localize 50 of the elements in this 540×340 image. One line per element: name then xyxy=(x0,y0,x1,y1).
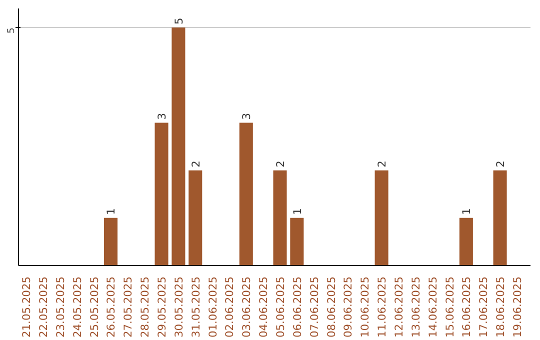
x-tick-label: 06.06.2025 xyxy=(290,276,304,338)
bar xyxy=(188,170,202,266)
bar xyxy=(273,170,287,266)
x-tick-label: 30.05.2025 xyxy=(172,276,186,338)
data-label: 2 xyxy=(189,160,202,168)
data-label: 1 xyxy=(290,208,304,215)
x-tick-label: 10.06.2025 xyxy=(358,276,372,338)
x-tick-label: 04.06.2025 xyxy=(257,276,270,338)
data-label: 1 xyxy=(104,208,118,215)
data-label: 3 xyxy=(156,112,169,120)
x-tick-label: 16.06.2025 xyxy=(460,276,474,338)
x-tick-label: 12.06.2025 xyxy=(392,276,406,338)
x-tick-label: 31.05.2025 xyxy=(189,276,202,338)
data-label: 1 xyxy=(460,208,474,215)
x-tick-label: 27.05.2025 xyxy=(122,276,135,338)
x-tick-label: 21.05.2025 xyxy=(20,276,34,338)
data-label: 3 xyxy=(240,112,254,120)
x-tick-label: 01.06.2025 xyxy=(206,276,220,338)
x-tick-label: 02.06.2025 xyxy=(223,276,236,338)
x-tick-label: 13.06.2025 xyxy=(409,276,422,338)
x-tick-label: 26.05.2025 xyxy=(104,276,118,338)
x-tick-label: 11.06.2025 xyxy=(376,276,389,338)
x-tick-label: 22.05.2025 xyxy=(37,276,50,338)
x-tick-label: 07.06.2025 xyxy=(308,276,321,338)
data-label: 5 xyxy=(172,18,186,25)
x-tick-label: 25.05.2025 xyxy=(88,276,101,338)
bar xyxy=(239,122,253,266)
x-tick-label: 09.06.2025 xyxy=(342,276,355,338)
data-label: 2 xyxy=(376,160,389,168)
x-tick-label: 28.05.2025 xyxy=(138,276,152,338)
x-tick-label: 03.06.2025 xyxy=(240,276,254,338)
x-tick-label: 18.06.2025 xyxy=(494,276,508,338)
data-label: 2 xyxy=(274,160,287,168)
bar xyxy=(290,218,304,266)
x-tick-label: 24.05.2025 xyxy=(70,276,84,338)
bar xyxy=(172,28,186,266)
x-tick-label: 05.06.2025 xyxy=(274,276,287,338)
x-tick-label: 19.06.2025 xyxy=(510,276,524,338)
bar xyxy=(154,122,168,266)
x-tick-label: 08.06.2025 xyxy=(324,276,338,338)
data-label: 2 xyxy=(494,160,508,168)
x-tick-label: 17.06.2025 xyxy=(477,276,490,338)
x-tick-label: 14.06.2025 xyxy=(426,276,440,338)
bar xyxy=(104,218,118,266)
bar xyxy=(493,170,507,266)
bar xyxy=(459,218,473,266)
x-tick-label: 23.05.2025 xyxy=(54,276,67,338)
x-tick-label: 15.06.2025 xyxy=(443,276,456,338)
x-tick-label: 29.05.2025 xyxy=(156,276,169,338)
bar xyxy=(374,170,388,266)
